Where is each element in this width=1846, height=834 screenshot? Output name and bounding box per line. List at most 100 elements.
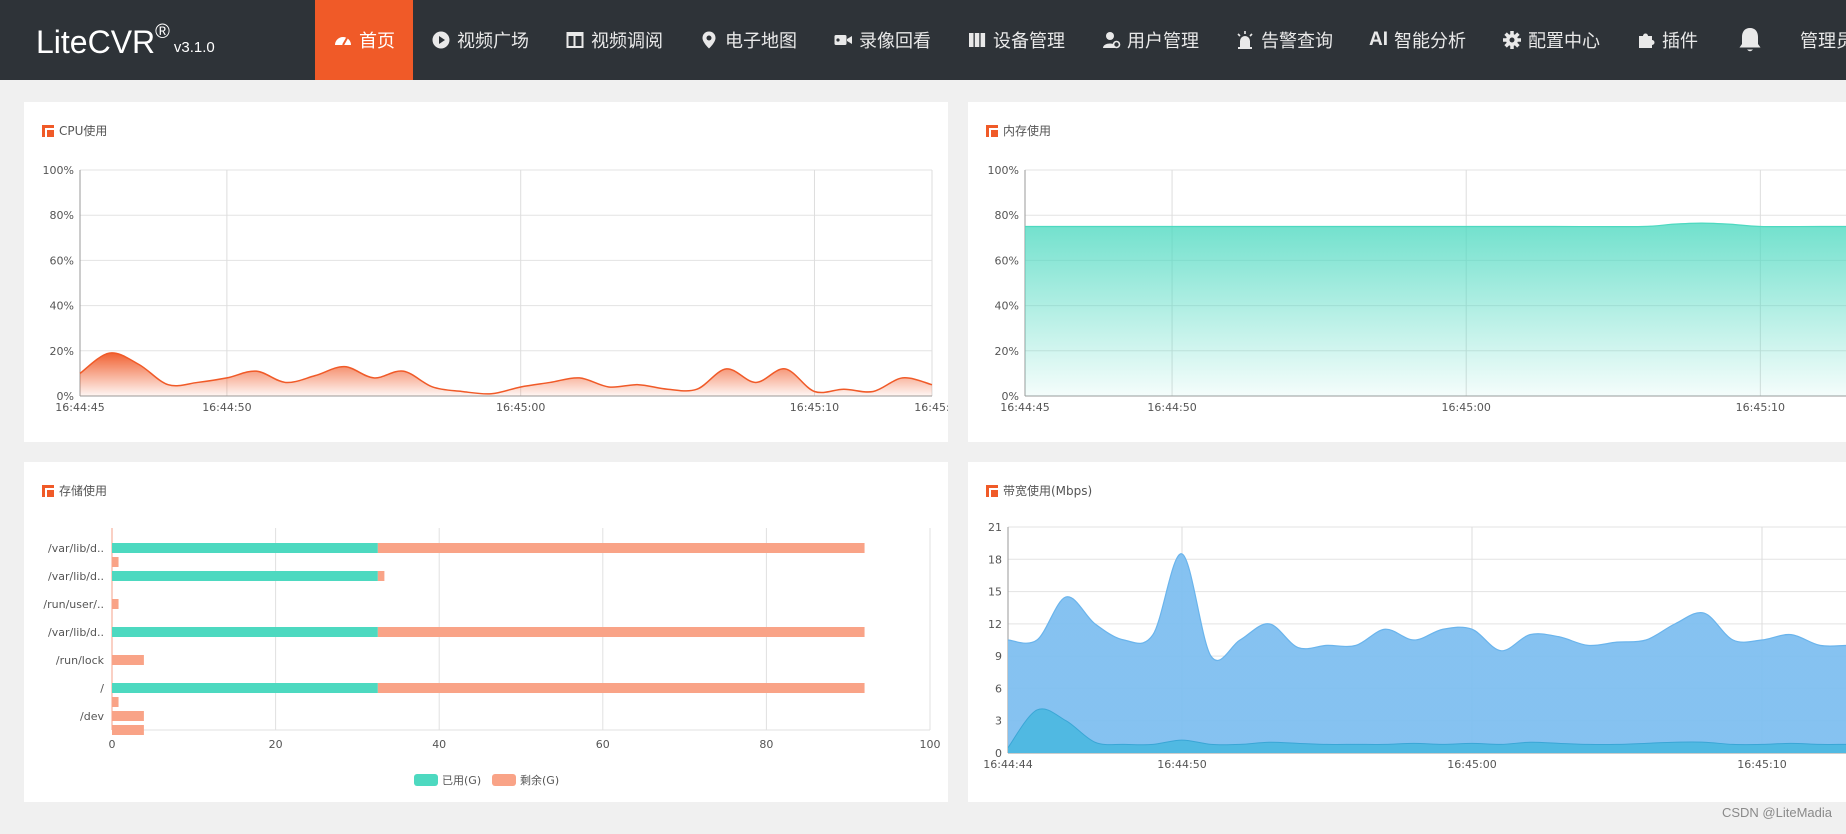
admin-menu[interactable]: 管理员	[1800, 31, 1846, 52]
top-navbar: LiteCVR ® v3.1.0 首页 视频广场 视频调阅 电子地图 录像回看 设备管理 用…	[0, 0, 1846, 80]
series-area-0	[1008, 553, 1846, 753]
cpu-chart[interactable]: 0% 20% 40% 60% 80% 100% 16:44:45 16:44:50 16:45:…	[24, 102, 948, 442]
y-tick-label: 0%	[1002, 390, 1019, 403]
app-name: LiteCVR	[36, 24, 156, 60]
nav-label: 用户管理	[1127, 31, 1199, 52]
bandwidth-panel-header: 带宽使用(Mbps)	[986, 482, 1092, 499]
bandwidth-panel-title: 带宽使用(Mbps)	[1003, 484, 1093, 498]
alarm-icon	[1237, 31, 1253, 49]
nav-item-6[interactable]: 用户管理	[1083, 0, 1217, 80]
storage-panel: 存储使用 0 20 40 60 80 100/var/lib/d.. /var/lib/d.…	[24, 462, 948, 802]
x-tick-label: 16:44:50	[1157, 758, 1206, 771]
bar-free[interactable]	[112, 599, 119, 609]
y-tick-label: 40%	[50, 300, 74, 313]
nav-item-0[interactable]: 首页	[315, 0, 413, 80]
bar-free[interactable]	[377, 571, 385, 581]
bar-free-extra[interactable]	[112, 697, 119, 707]
bar-used[interactable]	[112, 627, 378, 637]
series-line-0	[1007, 553, 1846, 662]
y-tick-label: 18	[988, 553, 1002, 566]
bar-used[interactable]	[112, 543, 378, 553]
nav-label: 告警查询	[1261, 31, 1333, 52]
bar-used[interactable]	[112, 571, 378, 581]
nav-label: 设备管理	[993, 31, 1065, 52]
series-area-0	[80, 352, 932, 396]
nav-label: 智能分析	[1394, 31, 1466, 52]
gear-icon	[1503, 31, 1521, 49]
main-nav: 首页 视频广场 视频调阅 电子地图 录像回看 设备管理 用户管理 告警查询 AI 智能分析 配置中心…	[315, 0, 1716, 80]
y-tick-label: /run/lock	[56, 654, 105, 667]
y-tick-label: 21	[988, 521, 1002, 534]
bar-free[interactable]	[112, 711, 144, 721]
app-logo[interactable]: LiteCVR ® v3.1.0	[36, 18, 215, 62]
y-tick-label: 3	[995, 715, 1002, 728]
legend-label-used: 已用(G)	[442, 774, 481, 787]
ai-icon: AI	[1369, 29, 1388, 50]
storage-chart[interactable]: 0 20 40 60 80 100/var/lib/d.. /var/lib/d.. /run…	[24, 462, 948, 802]
bar-free[interactable]	[377, 543, 865, 553]
y-tick-label: /run/user/..	[43, 598, 104, 611]
series-line-1	[1007, 708, 1846, 748]
x-tick-label: 100	[920, 738, 941, 751]
dashboard-icon	[335, 37, 351, 46]
bar-free[interactable]	[112, 655, 144, 665]
server-icon	[969, 33, 986, 47]
y-tick-label: /dev	[80, 710, 104, 723]
x-tick-label: 16:44:50	[202, 401, 251, 414]
nav-item-1[interactable]: 视频广场	[413, 0, 547, 80]
bandwidth-panel: 带宽使用(Mbps) 0 3 6 9 12 15 18 21 16:44:44 16:44:50 1…	[968, 462, 1846, 802]
y-tick-label: 20%	[995, 345, 1019, 358]
y-tick-label: 9	[995, 650, 1002, 663]
nav-label: 视频调阅	[591, 31, 663, 52]
y-tick-label: 80%	[995, 209, 1019, 222]
nav-item-7[interactable]: 告警查询	[1217, 0, 1351, 80]
x-tick-label: 60	[596, 738, 610, 751]
nav-item-4[interactable]: 录像回看	[815, 0, 949, 80]
puzzle-icon	[1639, 33, 1655, 48]
nav-label: 录像回看	[859, 31, 931, 52]
chart-mark-icon	[986, 124, 998, 137]
x-tick-label: 16:44:44	[983, 758, 1032, 771]
nav-item-5[interactable]: 设备管理	[949, 0, 1083, 80]
nav-item-8[interactable]: AI 智能分析	[1351, 0, 1484, 80]
x-tick-label: 16:45:10	[1737, 758, 1786, 771]
nav-item-2[interactable]: 视频调阅	[547, 0, 681, 80]
registered-mark: ®	[155, 21, 170, 43]
x-tick-label: 0	[109, 738, 116, 751]
bar-used[interactable]	[112, 683, 378, 693]
bar-free[interactable]	[377, 683, 865, 693]
nav-label: 视频广场	[457, 31, 529, 52]
memory-panel: 内存使用 0% 20% 40% 60% 80% 100% 16:44:45 16:44:50 1…	[968, 102, 1846, 442]
y-tick-label: /	[100, 682, 104, 695]
x-tick-label: 16:45:00	[1447, 758, 1496, 771]
play-circle-icon	[432, 31, 450, 49]
watermark: CSDN @LiteMadia	[1721, 805, 1832, 820]
x-tick-label: 16:45:00	[1442, 401, 1491, 414]
x-tick-label: 16:44:45	[55, 401, 104, 414]
bandwidth-chart[interactable]: 0 3 6 9 12 15 18 21 16:44:44 16:44:50 16:45:00 16:4…	[968, 462, 1846, 802]
x-tick-label: 40	[432, 738, 446, 751]
chart-mark-icon	[986, 484, 998, 497]
x-tick-label: 16:45:10	[1736, 401, 1785, 414]
bar-free[interactable]	[377, 627, 865, 637]
series-area-0	[1025, 223, 1846, 396]
x-tick-label: 16:45:00	[496, 401, 545, 414]
y-tick-label: /var/lib/d..	[48, 626, 104, 639]
y-tick-label: 12	[988, 618, 1002, 631]
memory-panel-title: 内存使用	[1003, 124, 1052, 138]
y-tick-label: 100%	[43, 164, 74, 177]
map-pin-icon	[702, 31, 716, 49]
x-tick-label: 16:44:50	[1147, 401, 1196, 414]
nav-item-3[interactable]: 电子地图	[681, 0, 815, 80]
storage-panel-title: 存储使用	[59, 484, 108, 498]
cpu-panel-title: CPU使用	[59, 124, 108, 138]
memory-chart[interactable]: 0% 20% 40% 60% 80% 100% 16:44:45 16:44:50 16:45:…	[968, 102, 1846, 442]
nav-item-10[interactable]: 插件	[1618, 0, 1716, 80]
y-tick-label: /var/lib/d..	[48, 542, 104, 555]
nav-item-9[interactable]: 配置中心	[1484, 0, 1618, 80]
bar-free-extra[interactable]	[112, 725, 144, 735]
bell-icon[interactable]	[1738, 26, 1762, 54]
app-version: v3.1.0	[173, 39, 215, 56]
bar-free-extra[interactable]	[112, 557, 119, 567]
y-tick-label: 20%	[50, 345, 74, 358]
